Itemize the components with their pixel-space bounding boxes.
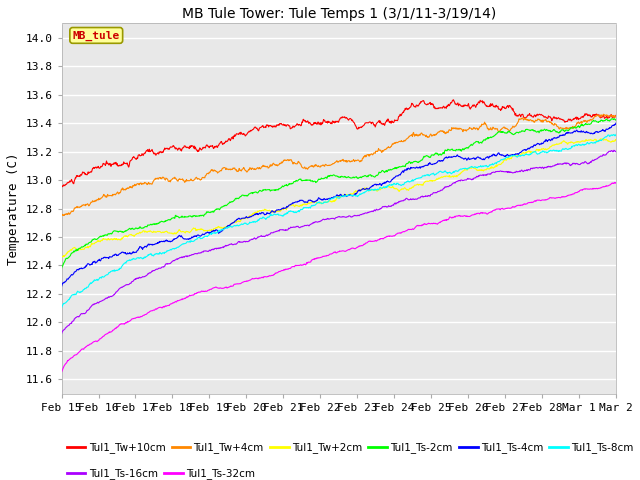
Y-axis label: Temperature (C): Temperature (C) [7,152,20,265]
Legend: Tul1_Ts-16cm, Tul1_Ts-32cm: Tul1_Ts-16cm, Tul1_Ts-32cm [67,468,255,479]
Title: MB Tule Tower: Tule Temps 1 (3/1/11-3/19/14): MB Tule Tower: Tule Temps 1 (3/1/11-3/19… [182,7,496,21]
Text: MB_tule: MB_tule [72,30,120,40]
